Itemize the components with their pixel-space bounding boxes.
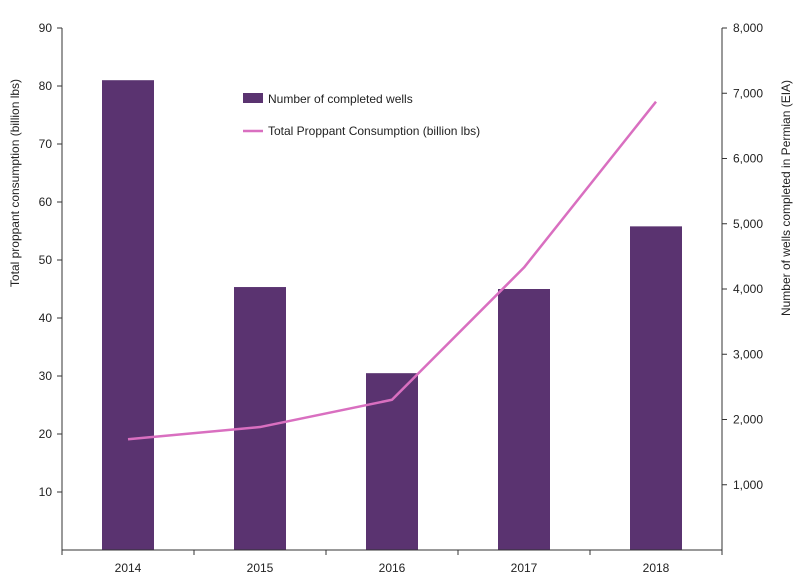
right-axis-title: Number of wells completed in Permian (EI… bbox=[779, 80, 793, 316]
left-tick-label-20: 20 bbox=[39, 427, 53, 441]
x-tick-label-2014: 2014 bbox=[115, 561, 142, 575]
left-tick-label-50: 50 bbox=[39, 253, 53, 267]
legend-label-line: Total Proppant Consumption (billion lbs) bbox=[268, 124, 480, 138]
legend-label-bar: Number of completed wells bbox=[268, 92, 413, 106]
bar-2017 bbox=[498, 289, 550, 550]
bar-2014 bbox=[102, 80, 154, 550]
left-tick-label-90: 90 bbox=[39, 21, 53, 35]
left-tick-label-60: 60 bbox=[39, 195, 53, 209]
right-tick-label-3,000: 3,000 bbox=[733, 347, 763, 361]
bar-2018 bbox=[630, 226, 682, 551]
x-tick-label-2015: 2015 bbox=[247, 561, 274, 575]
bar-2015 bbox=[234, 287, 286, 550]
x-tick-label-2016: 2016 bbox=[379, 561, 406, 575]
left-tick-label-40: 40 bbox=[39, 311, 53, 325]
x-tick-label-2018: 2018 bbox=[643, 561, 670, 575]
legend: Number of completed wells Total Proppant… bbox=[243, 92, 480, 138]
right-tick-label-1,000: 1,000 bbox=[733, 478, 763, 492]
left-tick-label-70: 70 bbox=[39, 137, 53, 151]
left-tick-label-10: 10 bbox=[39, 485, 53, 499]
left-tick-label-80: 80 bbox=[39, 79, 53, 93]
right-tick-label-2,000: 2,000 bbox=[733, 413, 763, 427]
axes-group: 10 20 30 40 50 60 70 80 90 1,000 2,000 3,000 4,000 5,… bbox=[39, 21, 764, 575]
right-tick-label-4,000: 4,000 bbox=[733, 282, 763, 296]
left-axis-title: Total proppant consumption (billion lbs) bbox=[8, 79, 22, 287]
bars-group bbox=[102, 80, 682, 551]
right-tick-label-8,000: 8,000 bbox=[733, 21, 763, 35]
left-tick-label-30: 30 bbox=[39, 369, 53, 383]
right-tick-label-6,000: 6,000 bbox=[733, 152, 763, 166]
right-tick-label-5,000: 5,000 bbox=[733, 217, 763, 231]
right-tick-label-7,000: 7,000 bbox=[733, 86, 763, 100]
x-tick-label-2017: 2017 bbox=[511, 561, 538, 575]
legend-swatch-bar bbox=[243, 93, 263, 103]
line-group bbox=[127, 100, 657, 441]
